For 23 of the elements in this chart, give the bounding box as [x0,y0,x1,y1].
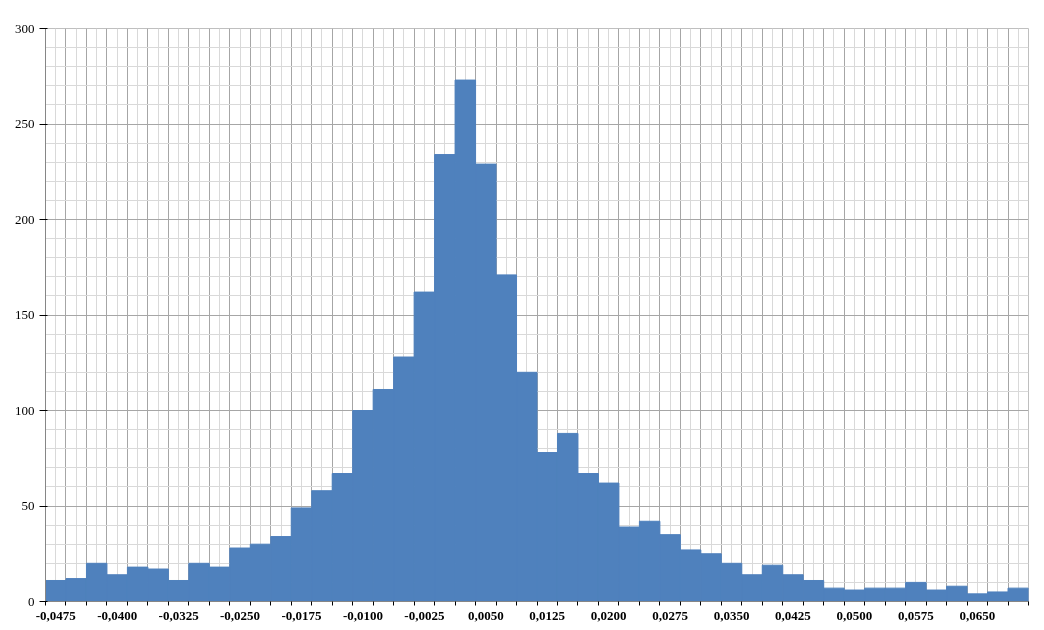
x-tick-label: 0,0650 [959,607,996,623]
x-tick-label: -0,0175 [281,607,323,623]
x-tick-label: -0,0325 [158,607,200,623]
y-tick-label: 150 [15,307,35,322]
y-tick-label: 200 [15,211,35,227]
y-tick-label: 300 [15,20,35,36]
x-tick-label: 0,0350 [713,607,750,623]
y-tick-label: 0 [28,593,35,609]
x-tick-label: -0,0025 [404,607,445,623]
y-tick-label: 100 [15,402,35,418]
y-tick-label: 250 [15,116,35,131]
x-tick-label: -0,0100 [342,607,383,623]
x-tick-label: 0,0125 [529,607,566,623]
y-tick-label: 50 [21,498,35,513]
x-tick-label: 0,0575 [897,607,935,623]
x-tick-label: 0,0200 [590,607,627,623]
x-tick-label: -0,0250 [220,607,261,623]
x-tick-label: 0,0425 [775,607,812,623]
x-tick-label: 0,0275 [652,607,689,623]
x-tick-label: -0,0400 [97,607,138,623]
x-tick-label: -0,0475 [35,607,77,623]
x-tick-label: 0,0500 [836,607,873,623]
x-tick-label: 0,0050 [467,607,504,623]
